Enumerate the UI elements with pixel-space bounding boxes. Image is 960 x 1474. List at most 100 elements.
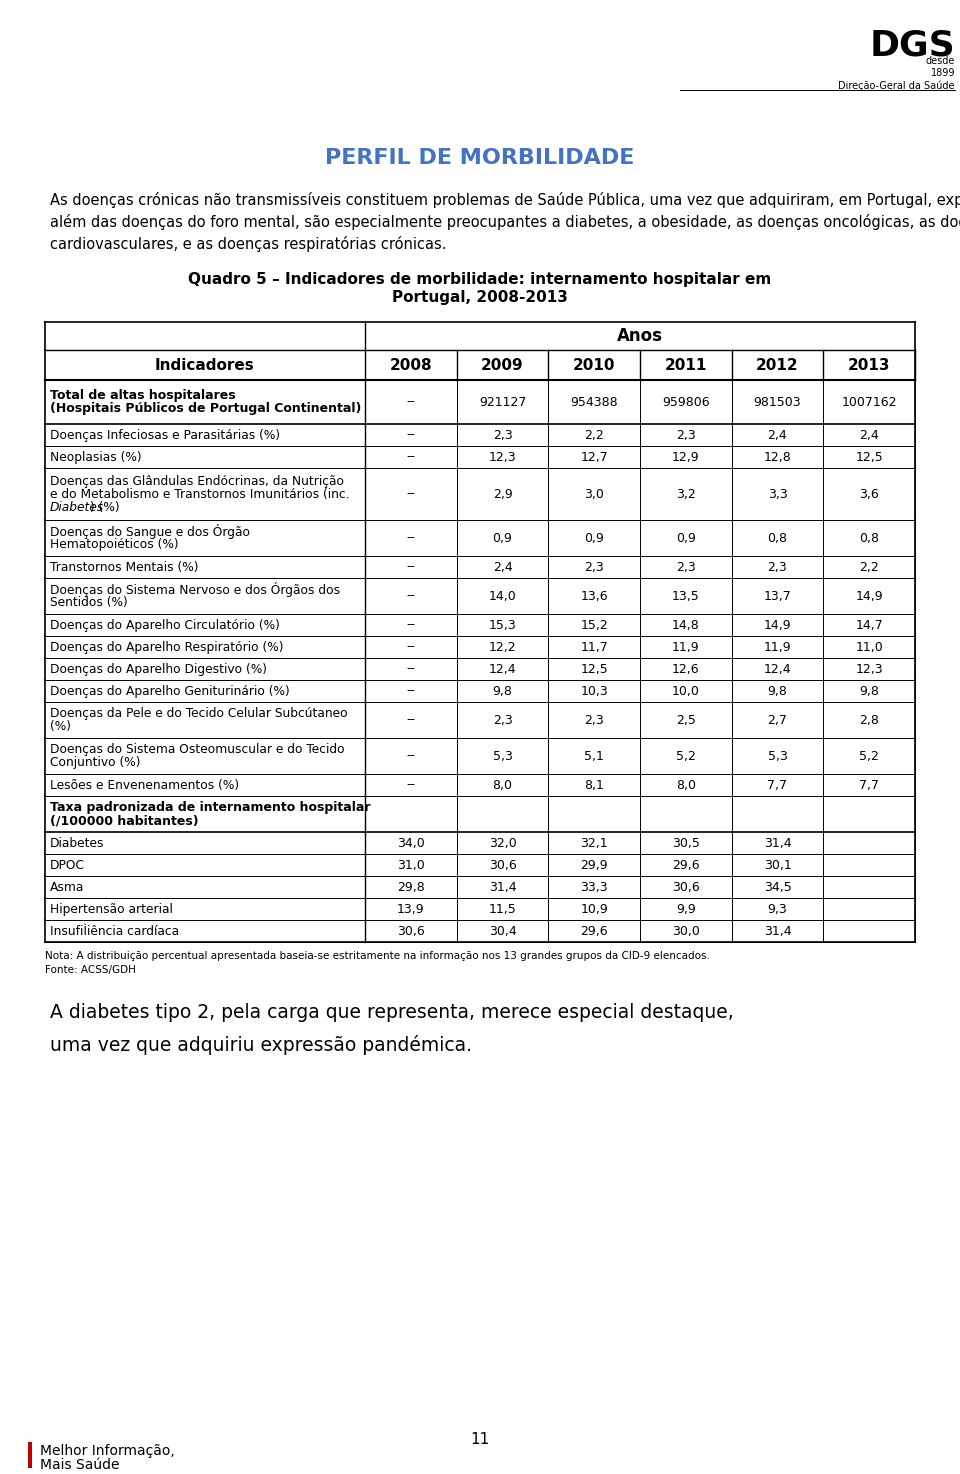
Text: Sentidos (%): Sentidos (%) xyxy=(50,595,128,609)
Text: uma vez que adquiriu expressão pandémica.: uma vez que adquiriu expressão pandémica… xyxy=(50,1035,472,1055)
Text: 2,3: 2,3 xyxy=(768,560,787,573)
Text: 2,4: 2,4 xyxy=(768,429,787,442)
Text: 7,7: 7,7 xyxy=(767,778,787,792)
Text: Doenças do Sistema Nervoso e dos Órgãos dos: Doenças do Sistema Nervoso e dos Órgãos … xyxy=(50,582,340,597)
Text: (%): (%) xyxy=(50,719,71,733)
Text: 5,3: 5,3 xyxy=(492,749,513,762)
Text: 3,0: 3,0 xyxy=(585,488,604,501)
Text: 29,6: 29,6 xyxy=(672,858,700,871)
Text: 13,7: 13,7 xyxy=(763,590,791,603)
Text: 2,4: 2,4 xyxy=(859,429,879,442)
Text: 12,5: 12,5 xyxy=(580,662,608,675)
Text: Neoplasias (%): Neoplasias (%) xyxy=(50,451,142,463)
Text: 11,7: 11,7 xyxy=(580,641,608,653)
Text: 11,5: 11,5 xyxy=(489,902,516,915)
Text: 11,9: 11,9 xyxy=(764,641,791,653)
Text: 3,6: 3,6 xyxy=(859,488,879,501)
Text: além das doenças do foro mental, são especialmente preocupantes a diabetes, a ob: além das doenças do foro mental, são esp… xyxy=(50,214,960,230)
Text: 14,7: 14,7 xyxy=(855,619,883,631)
Text: Nota: A distribuição percentual apresentada baseia-se estritamente na informação: Nota: A distribuição percentual apresent… xyxy=(45,951,709,961)
Text: cardiovasculares, e as doenças respiratórias crónicas.: cardiovasculares, e as doenças respirató… xyxy=(50,236,446,252)
Text: 0,9: 0,9 xyxy=(585,532,604,544)
Text: 32,1: 32,1 xyxy=(581,837,608,849)
Text: DGS: DGS xyxy=(869,28,955,62)
Text: 2,3: 2,3 xyxy=(585,560,604,573)
Text: 11,0: 11,0 xyxy=(855,641,883,653)
Text: 29,8: 29,8 xyxy=(396,880,424,893)
Text: --: -- xyxy=(406,532,416,544)
Text: --: -- xyxy=(406,662,416,675)
Text: 11,9: 11,9 xyxy=(672,641,700,653)
Text: 2011: 2011 xyxy=(664,358,707,373)
Text: (/100000 habitantes): (/100000 habitantes) xyxy=(50,814,199,827)
Text: Doenças das Glândulas Endócrinas, da Nutrição: Doenças das Glândulas Endócrinas, da Nut… xyxy=(50,475,344,488)
Text: 2009: 2009 xyxy=(481,358,524,373)
Text: 8,0: 8,0 xyxy=(676,778,696,792)
Text: 9,3: 9,3 xyxy=(768,902,787,915)
Text: 12,2: 12,2 xyxy=(489,641,516,653)
Text: ) (%): ) (%) xyxy=(90,501,120,513)
Text: --: -- xyxy=(406,429,416,442)
Text: --: -- xyxy=(406,619,416,631)
Text: As doenças crónicas não transmissíveis constituem problemas de Saúde Pública, um: As doenças crónicas não transmissíveis c… xyxy=(50,192,960,208)
Text: 15,3: 15,3 xyxy=(489,619,516,631)
Text: 5,2: 5,2 xyxy=(859,749,879,762)
Text: 3,3: 3,3 xyxy=(768,488,787,501)
Text: desde
1899: desde 1899 xyxy=(925,56,955,78)
Text: 981503: 981503 xyxy=(754,395,802,408)
Text: Conjuntivo (%): Conjuntivo (%) xyxy=(50,756,140,769)
Text: 2,3: 2,3 xyxy=(676,560,696,573)
Text: 0,8: 0,8 xyxy=(767,532,787,544)
Text: --: -- xyxy=(406,590,416,603)
Text: 13,5: 13,5 xyxy=(672,590,700,603)
Text: 31,4: 31,4 xyxy=(764,837,791,849)
Text: --: -- xyxy=(406,778,416,792)
Text: 30,6: 30,6 xyxy=(396,924,424,937)
Text: Direção-Geral da Saúde: Direção-Geral da Saúde xyxy=(838,80,955,90)
Text: Doenças Infeciosas e Parasitárias (%): Doenças Infeciosas e Parasitárias (%) xyxy=(50,429,280,442)
Text: Total de altas hospitalares: Total de altas hospitalares xyxy=(50,389,235,402)
Text: Asma: Asma xyxy=(50,880,84,893)
Text: 2,3: 2,3 xyxy=(676,429,696,442)
Text: 2,7: 2,7 xyxy=(768,713,787,727)
Text: --: -- xyxy=(406,713,416,727)
Text: Melhor Informação,: Melhor Informação, xyxy=(40,1445,175,1458)
Text: 2013: 2013 xyxy=(848,358,891,373)
Text: 2,2: 2,2 xyxy=(585,429,604,442)
Text: 30,6: 30,6 xyxy=(489,858,516,871)
Text: Anos: Anos xyxy=(617,327,663,345)
Text: 0,9: 0,9 xyxy=(676,532,696,544)
Text: 12,7: 12,7 xyxy=(580,451,608,463)
Text: 1007162: 1007162 xyxy=(841,395,897,408)
Text: 13,9: 13,9 xyxy=(397,902,424,915)
Text: 30,4: 30,4 xyxy=(489,924,516,937)
Text: Doenças do Aparelho Digestivo (%): Doenças do Aparelho Digestivo (%) xyxy=(50,662,267,675)
Text: 3,2: 3,2 xyxy=(676,488,696,501)
Text: 2,9: 2,9 xyxy=(492,488,513,501)
Bar xyxy=(28,1442,32,1468)
Text: Diabetes: Diabetes xyxy=(50,501,104,513)
Text: 14,9: 14,9 xyxy=(855,590,883,603)
Text: Diabetes: Diabetes xyxy=(50,837,105,849)
Text: 921127: 921127 xyxy=(479,395,526,408)
Text: --: -- xyxy=(406,560,416,573)
Text: 34,0: 34,0 xyxy=(396,837,424,849)
Text: 32,0: 32,0 xyxy=(489,837,516,849)
Text: 33,3: 33,3 xyxy=(581,880,608,893)
Text: 2,3: 2,3 xyxy=(492,429,513,442)
Text: PERFIL DE MORBILIDADE: PERFIL DE MORBILIDADE xyxy=(325,147,635,168)
Text: Transtornos Mentais (%): Transtornos Mentais (%) xyxy=(50,560,199,573)
Text: Doenças do Aparelho Circulatório (%): Doenças do Aparelho Circulatório (%) xyxy=(50,619,280,631)
Text: Doenças do Sistema Osteomuscular e do Tecido: Doenças do Sistema Osteomuscular e do Te… xyxy=(50,743,345,756)
Text: Mais Saúde: Mais Saúde xyxy=(40,1458,119,1473)
Text: 30,6: 30,6 xyxy=(672,880,700,893)
Text: 10,9: 10,9 xyxy=(580,902,608,915)
Text: --: -- xyxy=(406,684,416,697)
Text: 2,3: 2,3 xyxy=(492,713,513,727)
Text: 12,4: 12,4 xyxy=(489,662,516,675)
Text: 2,2: 2,2 xyxy=(859,560,879,573)
Text: --: -- xyxy=(406,451,416,463)
Text: 31,0: 31,0 xyxy=(396,858,424,871)
Text: 2008: 2008 xyxy=(390,358,432,373)
Text: 12,6: 12,6 xyxy=(672,662,700,675)
